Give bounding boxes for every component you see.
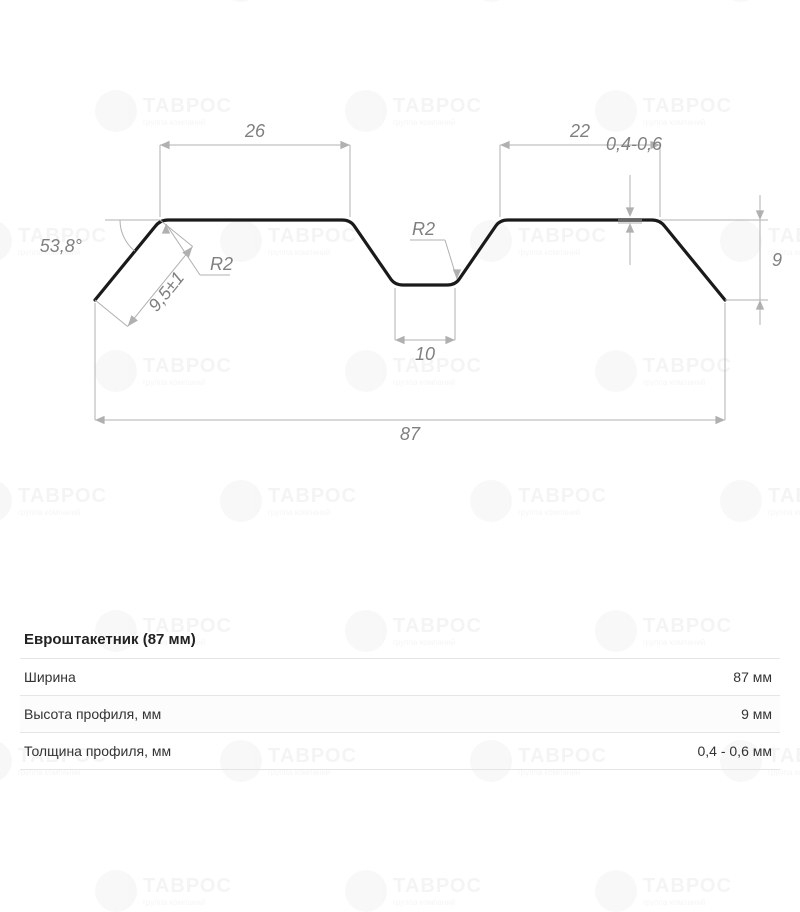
svg-text:R2: R2: [412, 219, 435, 239]
svg-text:9: 9: [772, 250, 782, 270]
spec-value: 9 мм: [741, 706, 772, 722]
spec-value: 87 мм: [733, 669, 772, 685]
svg-text:10: 10: [415, 344, 435, 364]
svg-text:87: 87: [400, 424, 421, 444]
profile-diagram: 26 22 0,4-0,6 10 87 9 9,5±1 53,8° R2 R2: [0, 0, 800, 560]
spec-label: Толщина профиля, мм: [24, 743, 171, 759]
spec-value: 0,4 - 0,6 мм: [697, 743, 772, 759]
spec-table: Евроштакетник (87 мм) Ширина 87 мм Высота …: [20, 621, 780, 770]
spec-row: Ширина 87 мм: [20, 659, 780, 696]
svg-text:22: 22: [569, 121, 590, 141]
spec-title: Евроштакетник (87 мм): [20, 621, 780, 659]
svg-text:R2: R2: [210, 254, 233, 274]
spec-label: Высота профиля, мм: [24, 706, 161, 722]
spec-row: Высота профиля, мм 9 мм: [20, 696, 780, 733]
svg-text:9,5±1: 9,5±1: [144, 268, 188, 315]
spec-row: Толщина профиля, мм 0,4 - 0,6 мм: [20, 733, 780, 770]
spec-label: Ширина: [24, 669, 76, 685]
svg-text:26: 26: [244, 121, 266, 141]
svg-text:0,4-0,6: 0,4-0,6: [606, 134, 663, 154]
svg-text:53,8°: 53,8°: [40, 236, 82, 256]
